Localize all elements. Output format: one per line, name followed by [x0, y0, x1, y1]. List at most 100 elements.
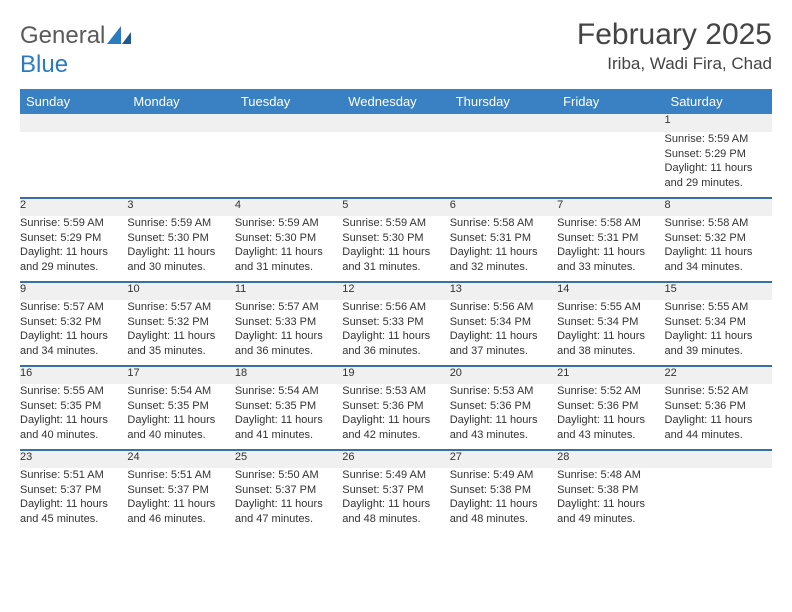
sunset-text: Sunset: 5:30 PM	[342, 231, 449, 246]
daylight-text: Daylight: 11 hours and 34 minutes.	[665, 245, 772, 275]
day-cell	[450, 132, 557, 198]
sunrise-text: Sunrise: 5:56 AM	[342, 300, 449, 315]
content-row: Sunrise: 5:59 AMSunset: 5:29 PMDaylight:…	[20, 216, 772, 282]
daylight-text: Daylight: 11 hours and 39 minutes.	[665, 329, 772, 359]
day-cell: Sunrise: 5:59 AMSunset: 5:30 PMDaylight:…	[342, 216, 449, 282]
day-cell: Sunrise: 5:57 AMSunset: 5:32 PMDaylight:…	[127, 300, 234, 366]
day-cell: Sunrise: 5:55 AMSunset: 5:34 PMDaylight:…	[557, 300, 664, 366]
day-cell: Sunrise: 5:51 AMSunset: 5:37 PMDaylight:…	[127, 468, 234, 534]
daylight-text: Daylight: 11 hours and 40 minutes.	[20, 413, 127, 443]
day-number: 10	[127, 282, 234, 300]
logo: General Blue	[20, 22, 133, 79]
sunrise-text: Sunrise: 5:51 AM	[20, 468, 127, 483]
day-cell: Sunrise: 5:54 AMSunset: 5:35 PMDaylight:…	[127, 384, 234, 450]
day-cell: Sunrise: 5:58 AMSunset: 5:32 PMDaylight:…	[665, 216, 772, 282]
sunrise-text: Sunrise: 5:58 AM	[665, 216, 772, 231]
day-cell	[20, 132, 127, 198]
content-row: Sunrise: 5:59 AMSunset: 5:29 PMDaylight:…	[20, 132, 772, 198]
day-number: 11	[235, 282, 342, 300]
day-cell: Sunrise: 5:52 AMSunset: 5:36 PMDaylight:…	[557, 384, 664, 450]
sunset-text: Sunset: 5:38 PM	[557, 483, 664, 498]
day-number: 2	[20, 198, 127, 216]
day-cell: Sunrise: 5:50 AMSunset: 5:37 PMDaylight:…	[235, 468, 342, 534]
daylight-text: Daylight: 11 hours and 48 minutes.	[342, 497, 449, 527]
sunset-text: Sunset: 5:34 PM	[557, 315, 664, 330]
daylight-text: Daylight: 11 hours and 44 minutes.	[665, 413, 772, 443]
logo-sail-icon	[107, 23, 133, 51]
day-cell: Sunrise: 5:56 AMSunset: 5:33 PMDaylight:…	[342, 300, 449, 366]
day-number: 9	[20, 282, 127, 300]
day-number: 13	[450, 282, 557, 300]
calendar-body: 1Sunrise: 5:59 AMSunset: 5:29 PMDaylight…	[20, 114, 772, 534]
daylight-text: Daylight: 11 hours and 48 minutes.	[450, 497, 557, 527]
day-number: 27	[450, 450, 557, 468]
content-row: Sunrise: 5:57 AMSunset: 5:32 PMDaylight:…	[20, 300, 772, 366]
day-number: 24	[127, 450, 234, 468]
day-number: 8	[665, 198, 772, 216]
daylight-text: Daylight: 11 hours and 31 minutes.	[235, 245, 342, 275]
day-number: 21	[557, 366, 664, 384]
day-cell: Sunrise: 5:59 AMSunset: 5:29 PMDaylight:…	[665, 132, 772, 198]
day-number: 15	[665, 282, 772, 300]
weekday-header: Sunday	[20, 89, 127, 114]
daylight-text: Daylight: 11 hours and 40 minutes.	[127, 413, 234, 443]
logo-word-1: General	[20, 22, 105, 49]
sunrise-text: Sunrise: 5:57 AM	[235, 300, 342, 315]
day-number: 18	[235, 366, 342, 384]
sunrise-text: Sunrise: 5:55 AM	[665, 300, 772, 315]
weekday-header: Monday	[127, 89, 234, 114]
sunset-text: Sunset: 5:31 PM	[450, 231, 557, 246]
sunrise-text: Sunrise: 5:49 AM	[450, 468, 557, 483]
daylight-text: Daylight: 11 hours and 36 minutes.	[342, 329, 449, 359]
sunrise-text: Sunrise: 5:59 AM	[665, 132, 772, 147]
sunrise-text: Sunrise: 5:58 AM	[450, 216, 557, 231]
sunrise-text: Sunrise: 5:52 AM	[665, 384, 772, 399]
day-number	[20, 114, 127, 132]
daylight-text: Daylight: 11 hours and 36 minutes.	[235, 329, 342, 359]
day-number	[665, 450, 772, 468]
day-number	[342, 114, 449, 132]
day-number	[557, 114, 664, 132]
day-number: 5	[342, 198, 449, 216]
day-cell: Sunrise: 5:53 AMSunset: 5:36 PMDaylight:…	[450, 384, 557, 450]
sunrise-text: Sunrise: 5:59 AM	[20, 216, 127, 231]
sunrise-text: Sunrise: 5:55 AM	[557, 300, 664, 315]
weekday-header: Tuesday	[235, 89, 342, 114]
day-number: 7	[557, 198, 664, 216]
daynum-row: 1	[20, 114, 772, 132]
daylight-text: Daylight: 11 hours and 29 minutes.	[20, 245, 127, 275]
day-cell: Sunrise: 5:48 AMSunset: 5:38 PMDaylight:…	[557, 468, 664, 534]
title-block: February 2025 Iriba, Wadi Fira, Chad	[577, 18, 772, 74]
day-cell	[127, 132, 234, 198]
daylight-text: Daylight: 11 hours and 32 minutes.	[450, 245, 557, 275]
daylight-text: Daylight: 11 hours and 29 minutes.	[665, 161, 772, 191]
location: Iriba, Wadi Fira, Chad	[577, 54, 772, 74]
weekday-header: Saturday	[665, 89, 772, 114]
day-cell: Sunrise: 5:49 AMSunset: 5:37 PMDaylight:…	[342, 468, 449, 534]
calendar-page: General Blue February 2025 Iriba, Wadi F…	[0, 0, 792, 534]
sunset-text: Sunset: 5:37 PM	[342, 483, 449, 498]
day-cell	[342, 132, 449, 198]
content-row: Sunrise: 5:51 AMSunset: 5:37 PMDaylight:…	[20, 468, 772, 534]
sunset-text: Sunset: 5:36 PM	[557, 399, 664, 414]
sunrise-text: Sunrise: 5:57 AM	[20, 300, 127, 315]
day-cell: Sunrise: 5:56 AMSunset: 5:34 PMDaylight:…	[450, 300, 557, 366]
sunset-text: Sunset: 5:32 PM	[127, 315, 234, 330]
daynum-row: 232425262728	[20, 450, 772, 468]
daylight-text: Daylight: 11 hours and 38 minutes.	[557, 329, 664, 359]
day-cell: Sunrise: 5:59 AMSunset: 5:30 PMDaylight:…	[127, 216, 234, 282]
sunset-text: Sunset: 5:38 PM	[450, 483, 557, 498]
sunset-text: Sunset: 5:37 PM	[20, 483, 127, 498]
sunrise-text: Sunrise: 5:56 AM	[450, 300, 557, 315]
weekday-header: Wednesday	[342, 89, 449, 114]
sunrise-text: Sunrise: 5:57 AM	[127, 300, 234, 315]
daylight-text: Daylight: 11 hours and 42 minutes.	[342, 413, 449, 443]
sunrise-text: Sunrise: 5:59 AM	[342, 216, 449, 231]
day-cell	[665, 468, 772, 534]
sunrise-text: Sunrise: 5:49 AM	[342, 468, 449, 483]
daynum-row: 9101112131415	[20, 282, 772, 300]
sunset-text: Sunset: 5:36 PM	[342, 399, 449, 414]
day-number: 22	[665, 366, 772, 384]
sunrise-text: Sunrise: 5:54 AM	[127, 384, 234, 399]
day-cell: Sunrise: 5:58 AMSunset: 5:31 PMDaylight:…	[557, 216, 664, 282]
